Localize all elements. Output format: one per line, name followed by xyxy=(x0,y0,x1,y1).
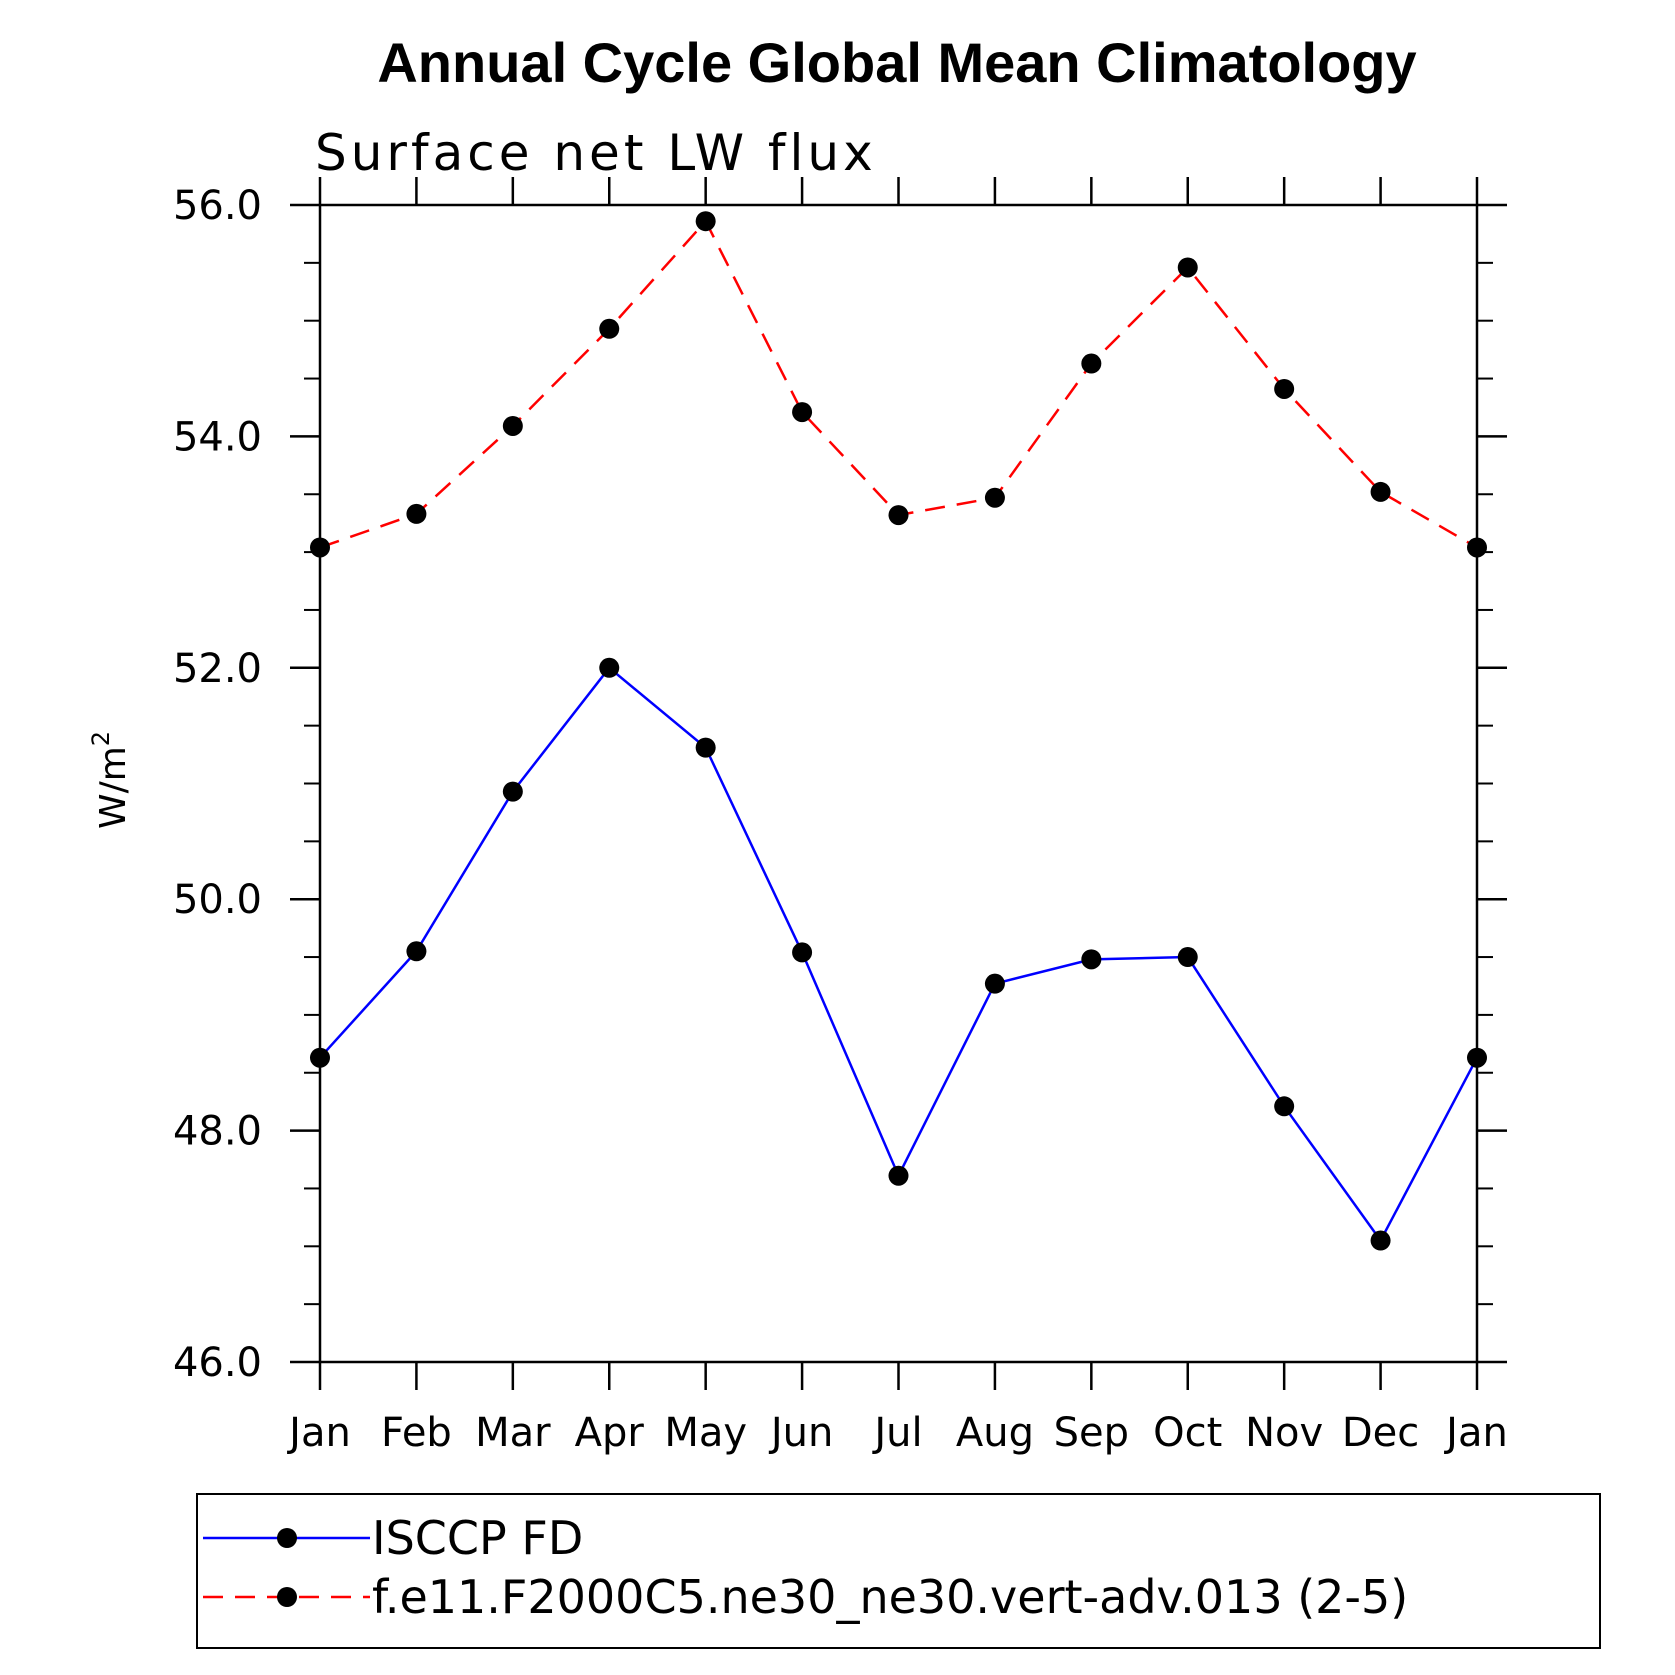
series-line-isccp-fd xyxy=(319,666,1479,1243)
data-point-isccp-fd xyxy=(1274,1096,1295,1117)
plot-series xyxy=(310,211,1487,1251)
y-tick-label: 52.0 xyxy=(173,646,262,692)
x-tick-label: Mar xyxy=(475,1410,551,1456)
x-tick-label: Feb xyxy=(381,1410,452,1456)
legend-box xyxy=(196,1493,1601,1649)
x-tick-label: Dec xyxy=(1342,1410,1419,1456)
y-axis-label-superscript: 2 xyxy=(87,731,115,746)
x-tick-label: Nov xyxy=(1245,1410,1323,1456)
data-point-model xyxy=(599,318,620,339)
data-point-model xyxy=(1274,378,1295,399)
x-tick-label: Jun xyxy=(768,1410,834,1456)
x-tick-label: Aug xyxy=(956,1410,1034,1456)
data-point-isccp-fd xyxy=(1177,947,1198,968)
data-point-model xyxy=(1177,257,1198,278)
y-tick-label: 56.0 xyxy=(173,183,262,229)
legend-marker-model xyxy=(277,1587,297,1607)
data-point-model xyxy=(502,415,523,436)
x-axis-tick-labels: Jan Feb Mar Apr May Jun Jul Aug Sep Oct Nov Dec Jan xyxy=(286,1410,1508,1456)
data-point-isccp-fd xyxy=(984,973,1005,994)
x-tick-label: Oct xyxy=(1153,1410,1222,1456)
legend-label-isccp-fd: ISCCP FD xyxy=(372,1511,583,1565)
x-tick-label: Jul xyxy=(871,1410,922,1456)
y-tick-label: 54.0 xyxy=(173,414,262,460)
data-point-model xyxy=(695,211,716,232)
y-tick-label: 48.0 xyxy=(173,1109,262,1155)
x-tick-label: Apr xyxy=(575,1410,645,1456)
x-tick-label: Jan xyxy=(1443,1410,1508,1456)
chart-title: Annual Cycle Global Mean Climatology xyxy=(377,31,1416,94)
data-point-isccp-fd xyxy=(1370,1230,1391,1251)
y-axis-label-unit: W/m xyxy=(93,746,134,829)
legend: ISCCP FD f.e11.F2000C5.ne30_ne30.vert-ad… xyxy=(196,1493,1601,1649)
data-point-model xyxy=(792,402,813,423)
data-point-isccp-fd xyxy=(792,942,813,963)
x-tick-label: Sep xyxy=(1054,1410,1129,1456)
data-point-model xyxy=(888,505,909,526)
data-point-isccp-fd xyxy=(502,781,523,802)
y-tick-label: 50.0 xyxy=(173,877,262,923)
x-tick-label: May xyxy=(664,1410,747,1456)
series-line-model xyxy=(319,219,1478,549)
legend-label-model: f.e11.F2000C5.ne30_ne30.vert-adv.013 (2-… xyxy=(372,1570,1408,1624)
data-point-model xyxy=(1370,481,1391,502)
chart-subtitle: Surface net LW flux xyxy=(315,124,877,182)
data-point-model xyxy=(1081,353,1102,374)
legend-marker-isccp-fd xyxy=(277,1528,297,1548)
data-point-isccp-fd xyxy=(599,657,620,678)
x-tick-label: Jan xyxy=(286,1410,351,1456)
y-axis-label: W/m2 xyxy=(87,731,134,829)
axis-ticks xyxy=(290,177,1507,1390)
data-point-isccp-fd xyxy=(406,941,427,962)
y-axis-tick-labels: 46.0 48.0 50.0 52.0 54.0 56.0 xyxy=(173,183,262,1386)
data-point-isccp-fd xyxy=(1081,949,1102,970)
y-tick-label: 46.0 xyxy=(173,1340,262,1386)
plot-frame xyxy=(318,203,1479,1364)
data-point-isccp-fd xyxy=(888,1165,909,1186)
data-point-isccp-fd xyxy=(695,737,716,758)
data-point-model xyxy=(406,503,427,524)
data-point-model xyxy=(984,487,1005,508)
